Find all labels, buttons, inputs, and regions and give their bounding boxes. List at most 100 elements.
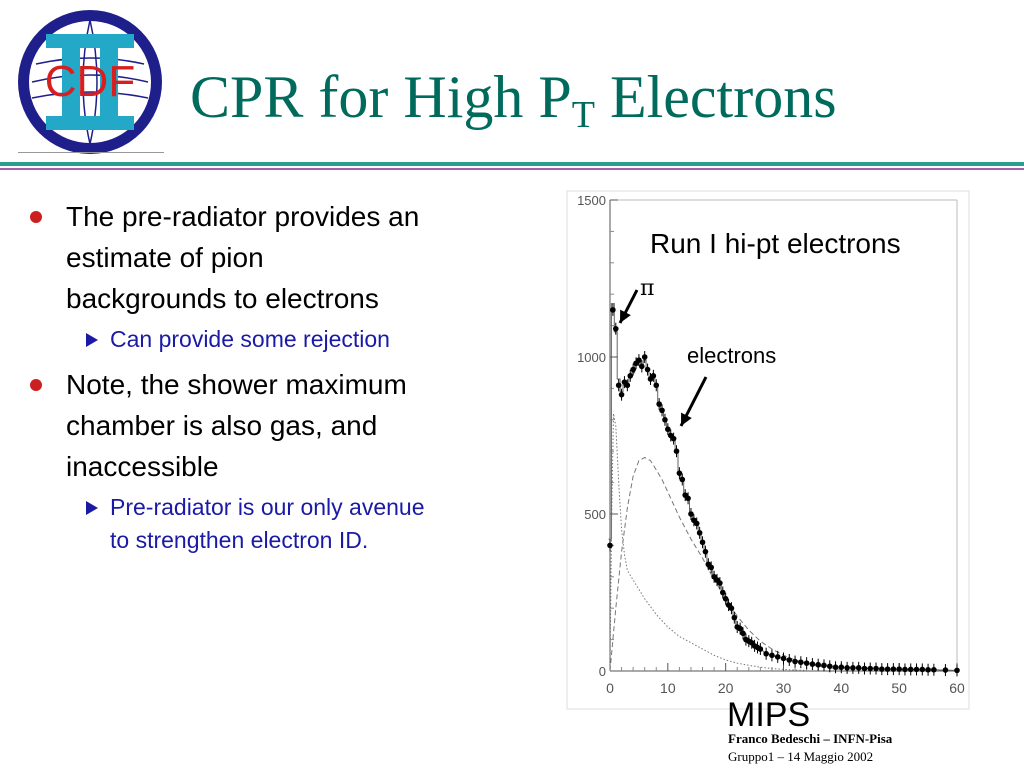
logo-text: CDF <box>45 57 135 106</box>
bullet-dot-icon <box>30 379 42 391</box>
data-point <box>693 520 700 527</box>
header-rule-purple <box>0 168 1024 170</box>
data-point <box>644 366 651 373</box>
sub-bullet-line: Pre-radiator is our only avenue <box>110 494 425 520</box>
electron-fit-curve <box>609 456 842 672</box>
data-point <box>670 435 677 442</box>
data-point <box>850 665 856 671</box>
data-point <box>931 666 937 673</box>
data-point <box>679 476 686 483</box>
data-point <box>673 448 680 455</box>
bullet-line: The pre-radiator provides an <box>66 201 420 232</box>
data-point <box>728 605 735 611</box>
x-tick-label: 0 <box>606 680 614 696</box>
pion-arrow-head <box>620 309 631 323</box>
electrons-annotation: electrons <box>687 343 777 368</box>
footer-date: Gruppo1 – 14 Maggio 2002 <box>728 749 874 764</box>
data-point <box>740 630 746 637</box>
data-point <box>769 652 775 659</box>
data-point <box>685 495 691 502</box>
data-point <box>855 665 862 671</box>
data-point <box>815 661 821 668</box>
footer-author: Franco Bedeschi – INFN-Pisa <box>728 731 893 746</box>
data-point <box>650 373 657 379</box>
data-point <box>913 666 920 673</box>
data-point <box>610 307 616 313</box>
data-point <box>826 663 833 670</box>
data-point <box>925 666 931 673</box>
chart-frame <box>566 190 970 710</box>
data-point <box>630 366 636 373</box>
y-tick-label: 500 <box>584 507 606 522</box>
mips-histogram-chart: 0 500 1000 1500 0 10 20 30 40 50 60 <box>566 190 970 710</box>
cdf-logo: CDF <box>18 10 162 154</box>
data-point <box>699 539 706 546</box>
pion-annotation: π <box>640 276 655 301</box>
data-point <box>722 595 729 602</box>
data-point <box>873 665 879 672</box>
data-point <box>954 667 960 674</box>
data-point <box>879 666 885 672</box>
data-point <box>832 664 839 671</box>
bullet-line: chamber is also gas, and <box>66 410 378 441</box>
sub-bullet-line: Can provide some rejection <box>110 326 390 352</box>
bullet-line: inaccessible <box>66 451 219 482</box>
data-point <box>688 511 694 517</box>
x-tick-label: 60 <box>949 680 965 696</box>
data-point <box>618 391 625 398</box>
data-point <box>615 382 622 389</box>
data-point <box>798 659 804 666</box>
electrons-arrow-head <box>681 412 692 426</box>
data-point <box>763 650 769 657</box>
data-point <box>676 470 683 476</box>
data-point <box>737 625 743 632</box>
data-point <box>780 655 787 662</box>
sub-bullet-line: to strengthen electron ID. <box>110 527 369 553</box>
data-point <box>902 666 908 673</box>
chart-title: Run I hi-pt electrons <box>650 228 901 259</box>
data-point <box>786 657 793 663</box>
data-point <box>662 417 668 423</box>
data-point <box>861 665 868 672</box>
data-point <box>708 564 715 571</box>
data-point <box>656 401 662 407</box>
data-point <box>665 426 671 433</box>
data-point <box>792 658 798 665</box>
header-rule-teal <box>0 162 1024 166</box>
bullet-line: Note, the shower maximum <box>66 369 407 400</box>
bullet-line: backgrounds to electrons <box>66 283 379 314</box>
triangle-bullet-icon <box>86 333 98 347</box>
data-point <box>624 382 631 389</box>
x-tick-label: 10 <box>660 680 676 696</box>
x-tick-label: 40 <box>834 680 850 696</box>
data-point <box>612 325 619 332</box>
data-point <box>653 382 660 389</box>
pion-fit-curve <box>609 413 807 672</box>
title-subscript: T <box>571 94 595 136</box>
data-point <box>702 548 709 555</box>
data-point <box>896 666 902 672</box>
data-point <box>821 662 827 669</box>
data-point <box>696 530 703 536</box>
data-point <box>890 666 897 672</box>
data-point <box>774 654 781 660</box>
histogram-series <box>608 303 959 671</box>
data-point <box>717 580 723 586</box>
data-point <box>641 354 648 360</box>
sub-bullet-item: Can provide some rejection <box>86 323 528 356</box>
x-tick-label: 30 <box>776 680 792 696</box>
data-point <box>942 667 949 673</box>
chart-svg: 0 500 1000 1500 0 10 20 30 40 50 60 <box>566 190 970 710</box>
data-point <box>639 363 645 370</box>
y-tick-label: 0 <box>599 664 606 679</box>
data-point <box>659 407 665 414</box>
bullet-line: estimate of pion <box>66 242 264 273</box>
data-point <box>884 666 891 672</box>
bullet-item: Note, the shower maximum chamber is also… <box>28 364 528 487</box>
slide-title: CPR for High PT Electrons <box>190 62 837 150</box>
data-point <box>719 589 726 596</box>
bullet-list: The pre-radiator provides an estimate of… <box>28 196 528 557</box>
y-tick-label: 1000 <box>577 350 606 365</box>
data-point <box>809 661 816 667</box>
bullet-dot-icon <box>30 211 42 223</box>
